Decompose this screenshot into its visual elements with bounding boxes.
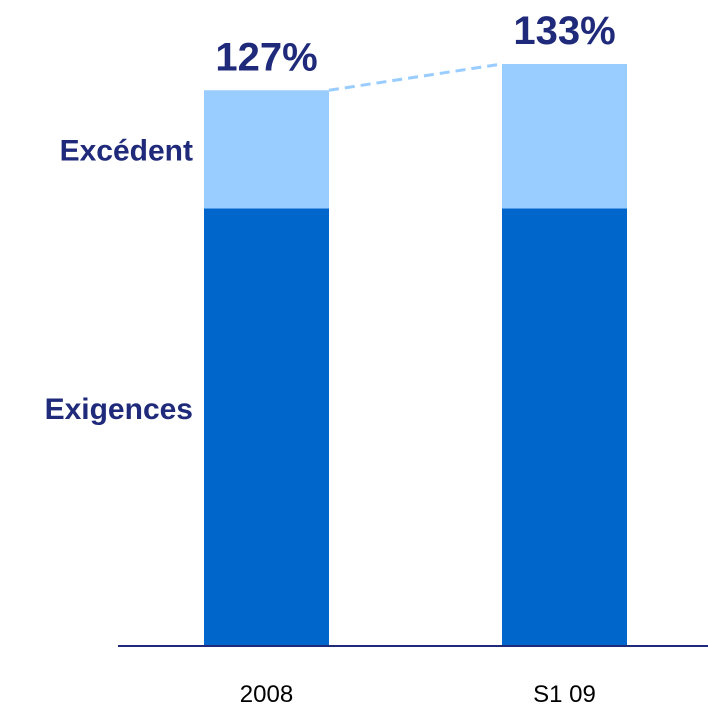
total-label-2: 133% (513, 9, 615, 53)
x-tick-label-2: S1 09 (533, 681, 596, 707)
series-label-excedent: Excédent (60, 134, 193, 167)
labels-group: 127% 2008 133% S1 09 (215, 9, 615, 707)
total-label-1: 127% (215, 35, 317, 79)
series-label-exigences: Exigences (45, 393, 193, 426)
total-connector-line (328, 62, 503, 92)
bar-excedent-2 (502, 64, 627, 209)
bar-exigences-1 (204, 208, 329, 647)
bars-group (204, 64, 627, 647)
bar-exigences-2 (502, 208, 627, 647)
x-tick-label-1: 2008 (240, 681, 293, 707)
bar-excedent-1 (204, 90, 329, 209)
